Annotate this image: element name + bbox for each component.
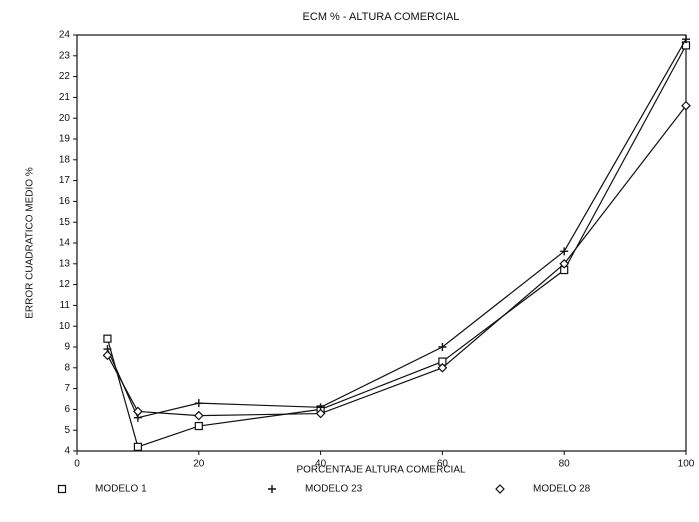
y-tick-label: 4: [64, 446, 70, 457]
marker: [193, 410, 204, 421]
x-axis-label: PORCENTAJE ALTURA COMERCIAL: [296, 465, 466, 476]
marker: [681, 100, 691, 111]
y-tick-label: 22: [59, 71, 71, 82]
y-tick-label: 5: [64, 425, 70, 436]
x-tick-label: 0: [74, 459, 80, 470]
marker: [437, 362, 448, 373]
y-tick-label: 21: [59, 92, 71, 103]
marker: [194, 421, 203, 431]
x-tick-label: 40: [315, 459, 327, 470]
y-tick-label: 24: [59, 30, 71, 41]
y-tick-label: 7: [64, 383, 70, 394]
y-tick-label: 14: [59, 238, 71, 249]
legend-marker: [57, 484, 67, 494]
marker: [133, 442, 142, 451]
y-tick-label: 16: [59, 196, 71, 207]
y-tick-label: 18: [59, 154, 71, 165]
y-tick-label: 23: [59, 50, 71, 61]
marker: [102, 350, 113, 361]
y-tick-label: 6: [64, 404, 70, 415]
y-tick-label: 20: [59, 113, 71, 124]
chart-title: ECM % - ALTURA COMERCIAL: [303, 11, 460, 23]
legend-marker: [495, 484, 505, 494]
legend-label: MODELO 1: [95, 484, 147, 495]
marker: [194, 399, 203, 408]
y-tick-label: 13: [59, 258, 71, 269]
y-axis-label: ERROR CUADRATICO MEDIO %: [25, 167, 36, 319]
marker: [560, 247, 569, 256]
marker: [559, 258, 570, 269]
y-tick-label: 15: [59, 217, 71, 228]
x-tick-label: 20: [193, 459, 205, 470]
x-tick-label: 60: [437, 459, 449, 470]
marker: [103, 334, 112, 343]
y-tick-label: 9: [64, 342, 70, 353]
series-line: [106, 45, 687, 448]
y-tick-label: 12: [59, 279, 71, 290]
plot-frame: [76, 34, 687, 452]
x-tick-label: 80: [559, 459, 571, 470]
marker: [133, 406, 143, 417]
y-tick-label: 19: [59, 134, 71, 145]
marker: [315, 408, 326, 419]
y-tick-label: 10: [59, 321, 71, 332]
marker: [682, 35, 690, 44]
legend-label: MODELO 28: [533, 484, 591, 495]
legend-marker: [268, 485, 276, 493]
marker: [438, 343, 447, 351]
legend-label: MODELO 23: [305, 484, 363, 495]
y-tick-label: 11: [60, 300, 71, 311]
y-tick-label: 17: [59, 175, 71, 186]
y-tick-label: 8: [64, 362, 70, 373]
x-tick-label: 100: [678, 459, 695, 470]
series-line: [106, 38, 687, 419]
